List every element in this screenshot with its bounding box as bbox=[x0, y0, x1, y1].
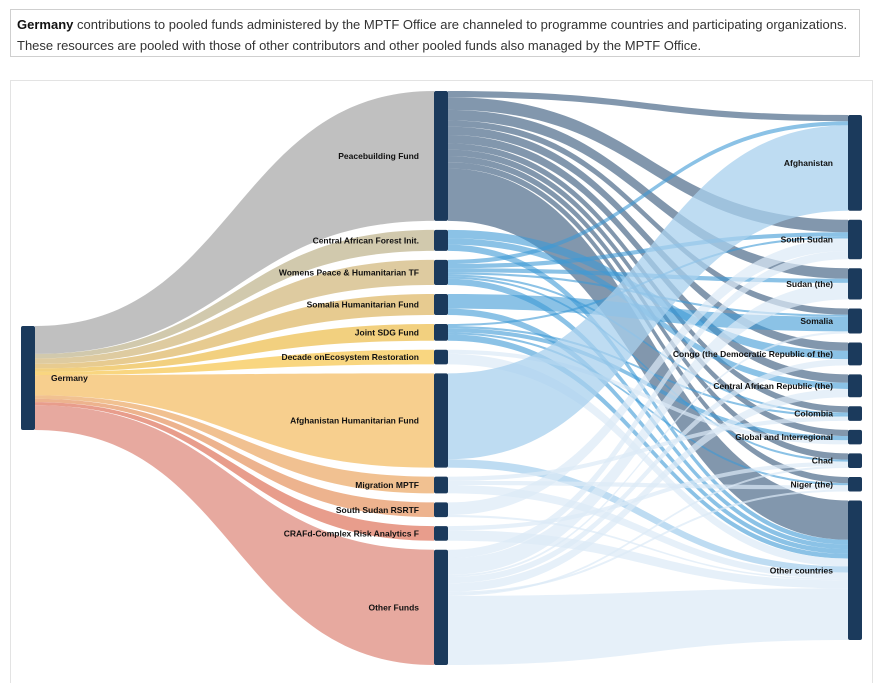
link-migration-mptf-other-countries bbox=[448, 485, 848, 579]
nodes bbox=[21, 91, 862, 665]
link-germany-crafd-complex-risk-analytics-f bbox=[35, 402, 434, 541]
node-sudan-the[interactable] bbox=[848, 268, 862, 300]
node-label-central-african-forest-init: Central African Forest Init. bbox=[313, 235, 419, 245]
node-south-sudan[interactable] bbox=[848, 219, 862, 260]
link-migration-mptf-colombia bbox=[448, 416, 848, 481]
link-germany-migration-mptf bbox=[35, 395, 434, 494]
link-germany-central-african-forest-init bbox=[35, 229, 434, 359]
node-afghanistan-humanitarian-fund[interactable] bbox=[434, 373, 448, 468]
link-other-funds-niger-the bbox=[448, 489, 848, 594]
node-somalia-humanitarian-fund[interactable] bbox=[434, 294, 448, 315]
fund-country-links bbox=[448, 91, 848, 665]
link-womens-peace-humanitarian-tf-chad bbox=[448, 276, 848, 462]
link-womens-peace-humanitarian-tf-colombia bbox=[448, 274, 848, 415]
node-somalia[interactable] bbox=[848, 308, 862, 334]
node-label-migration-mptf: Migration MPTF bbox=[355, 480, 419, 490]
node-decade-onecosystem-restoration[interactable] bbox=[434, 349, 448, 365]
link-peacebuilding-fund-somalia bbox=[448, 120, 848, 315]
node-central-african-republic-the[interactable] bbox=[848, 374, 862, 398]
link-afghanistan-humanitarian-fund-afghanistan bbox=[448, 125, 848, 460]
link-joint-sdg-fund-global-and-interregional bbox=[448, 328, 848, 441]
link-womens-peace-humanitarian-tf-other-countries bbox=[448, 278, 848, 550]
node-other-countries[interactable] bbox=[848, 500, 862, 640]
link-other-funds-central-african-republic-the bbox=[448, 388, 848, 592]
link-germany-somalia-humanitarian-fund bbox=[35, 294, 434, 369]
link-peacebuilding-fund-congo-the-democratic-republic-of-the bbox=[448, 126, 848, 351]
link-germany-joint-sdg-fund bbox=[35, 323, 434, 372]
node-peacebuilding-fund[interactable] bbox=[434, 91, 448, 221]
node-niger-the[interactable] bbox=[848, 476, 862, 492]
link-peacebuilding-fund-other-countries bbox=[448, 168, 848, 540]
link-germany-afghanistan-humanitarian-fund bbox=[35, 373, 434, 468]
node-label-decade-onecosystem-restoration: Decade onEcosystem Restoration bbox=[282, 352, 419, 362]
node-label-south-sudan: South Sudan bbox=[781, 235, 833, 245]
node-label-womens-peace-humanitarian-tf: Womens Peace & Humanitarian TF bbox=[279, 267, 419, 277]
intro-line1: contributions to pooled funds administer… bbox=[73, 17, 848, 32]
node-congo-the-democratic-republic-of-the[interactable] bbox=[848, 342, 862, 366]
node-label-somalia-humanitarian-fund: Somalia Humanitarian Fund bbox=[307, 299, 419, 309]
node-label-peacebuilding-fund: Peacebuilding Fund bbox=[338, 151, 419, 161]
link-south-sudan-rsrtf-other-countries bbox=[448, 515, 848, 581]
link-joint-sdg-fund-other-countries bbox=[448, 334, 848, 559]
node-migration-mptf[interactable] bbox=[434, 476, 448, 494]
link-other-funds-chad bbox=[448, 465, 848, 596]
node-global-and-interregional[interactable] bbox=[848, 429, 862, 445]
intro-line2: These resources are pooled with those of… bbox=[17, 38, 702, 53]
link-central-african-forest-init-other-countries bbox=[448, 244, 848, 545]
link-other-funds-sudan-the bbox=[448, 282, 848, 575]
intro-text-box: Germany contributions to pooled funds ad… bbox=[10, 9, 860, 57]
node-crafd-complex-risk-analytics-f[interactable] bbox=[434, 526, 448, 541]
node-label-crafd-complex-risk-analytics-f: CRAFd-Complex Risk Analytics F bbox=[284, 528, 419, 538]
link-crafd-complex-risk-analytics-f-chad bbox=[448, 461, 848, 531]
node-central-african-forest-init[interactable] bbox=[434, 229, 448, 251]
node-south-sudan-rsrtf[interactable] bbox=[434, 502, 448, 518]
node-label-afghanistan-humanitarian-fund: Afghanistan Humanitarian Fund bbox=[290, 416, 419, 426]
link-germany-peacebuilding-fund bbox=[35, 91, 434, 354]
node-chad[interactable] bbox=[848, 453, 862, 468]
node-other-funds[interactable] bbox=[434, 549, 448, 665]
intro-country: Germany bbox=[17, 17, 74, 32]
node-womens-peace-humanitarian-tf[interactable] bbox=[434, 259, 448, 285]
node-afghanistan[interactable] bbox=[848, 115, 862, 211]
link-other-funds-other-countries bbox=[448, 588, 848, 665]
node-joint-sdg-fund[interactable] bbox=[434, 323, 448, 341]
link-germany-womens-peace-humanitarian-tf bbox=[35, 259, 434, 364]
link-afghanistan-humanitarian-fund-other-countries bbox=[448, 459, 848, 573]
link-decade-onecosystem-restoration-other-countries bbox=[448, 353, 848, 567]
node-label-chad: Chad bbox=[812, 456, 833, 466]
node-label-global-and-interregional: Global and Interregional bbox=[735, 432, 833, 442]
link-germany-south-sudan-rsrtf bbox=[35, 398, 434, 518]
link-germany-decade-onecosystem-restoration bbox=[35, 349, 434, 376]
node-germany[interactable] bbox=[21, 326, 35, 430]
node-label-south-sudan-rsrtf: South Sudan RSRTF bbox=[336, 505, 419, 515]
link-womens-peace-humanitarian-tf-afghanistan bbox=[448, 121, 848, 265]
node-label-afghanistan: Afghanistan bbox=[784, 158, 833, 168]
node-label-congo-the-democratic-republic-of-the: Congo (the Democratic Republic of the) bbox=[673, 349, 833, 359]
link-joint-sdg-fund-niger-the bbox=[448, 332, 848, 486]
node-label-niger-the: Niger (the) bbox=[791, 479, 834, 489]
link-peacebuilding-fund-south-sudan bbox=[448, 97, 848, 233]
link-south-sudan-rsrtf-south-sudan bbox=[448, 238, 848, 515]
node-label-sudan-the: Sudan (the) bbox=[786, 279, 833, 289]
node-label-colombia: Colombia bbox=[794, 409, 833, 419]
link-peacebuilding-fund-afghanistan bbox=[448, 91, 848, 122]
node-labels: Germany Peacebuilding Fund Central African… bbox=[51, 151, 833, 612]
node-label-central-african-republic-the: Central African Republic (the) bbox=[713, 381, 833, 391]
link-germany-other-funds bbox=[35, 405, 434, 665]
node-label-other-countries: Other countries bbox=[770, 565, 834, 575]
link-other-funds-congo-the-democratic-republic-of-the bbox=[448, 359, 848, 584]
link-other-funds-somalia bbox=[448, 331, 848, 577]
link-decade-onecosystem-restoration-global-and-interregional bbox=[448, 349, 848, 445]
node-label-somalia: Somalia bbox=[800, 316, 833, 326]
source-links bbox=[35, 91, 434, 665]
node-colombia[interactable] bbox=[848, 406, 862, 421]
node-label-joint-sdg-fund: Joint SDG Fund bbox=[355, 327, 419, 337]
chart-frame bbox=[10, 80, 873, 683]
node-label-other-funds: Other Funds bbox=[368, 602, 419, 612]
link-other-funds-south-sudan bbox=[448, 250, 848, 559]
node-label-germany: Germany bbox=[51, 373, 88, 383]
